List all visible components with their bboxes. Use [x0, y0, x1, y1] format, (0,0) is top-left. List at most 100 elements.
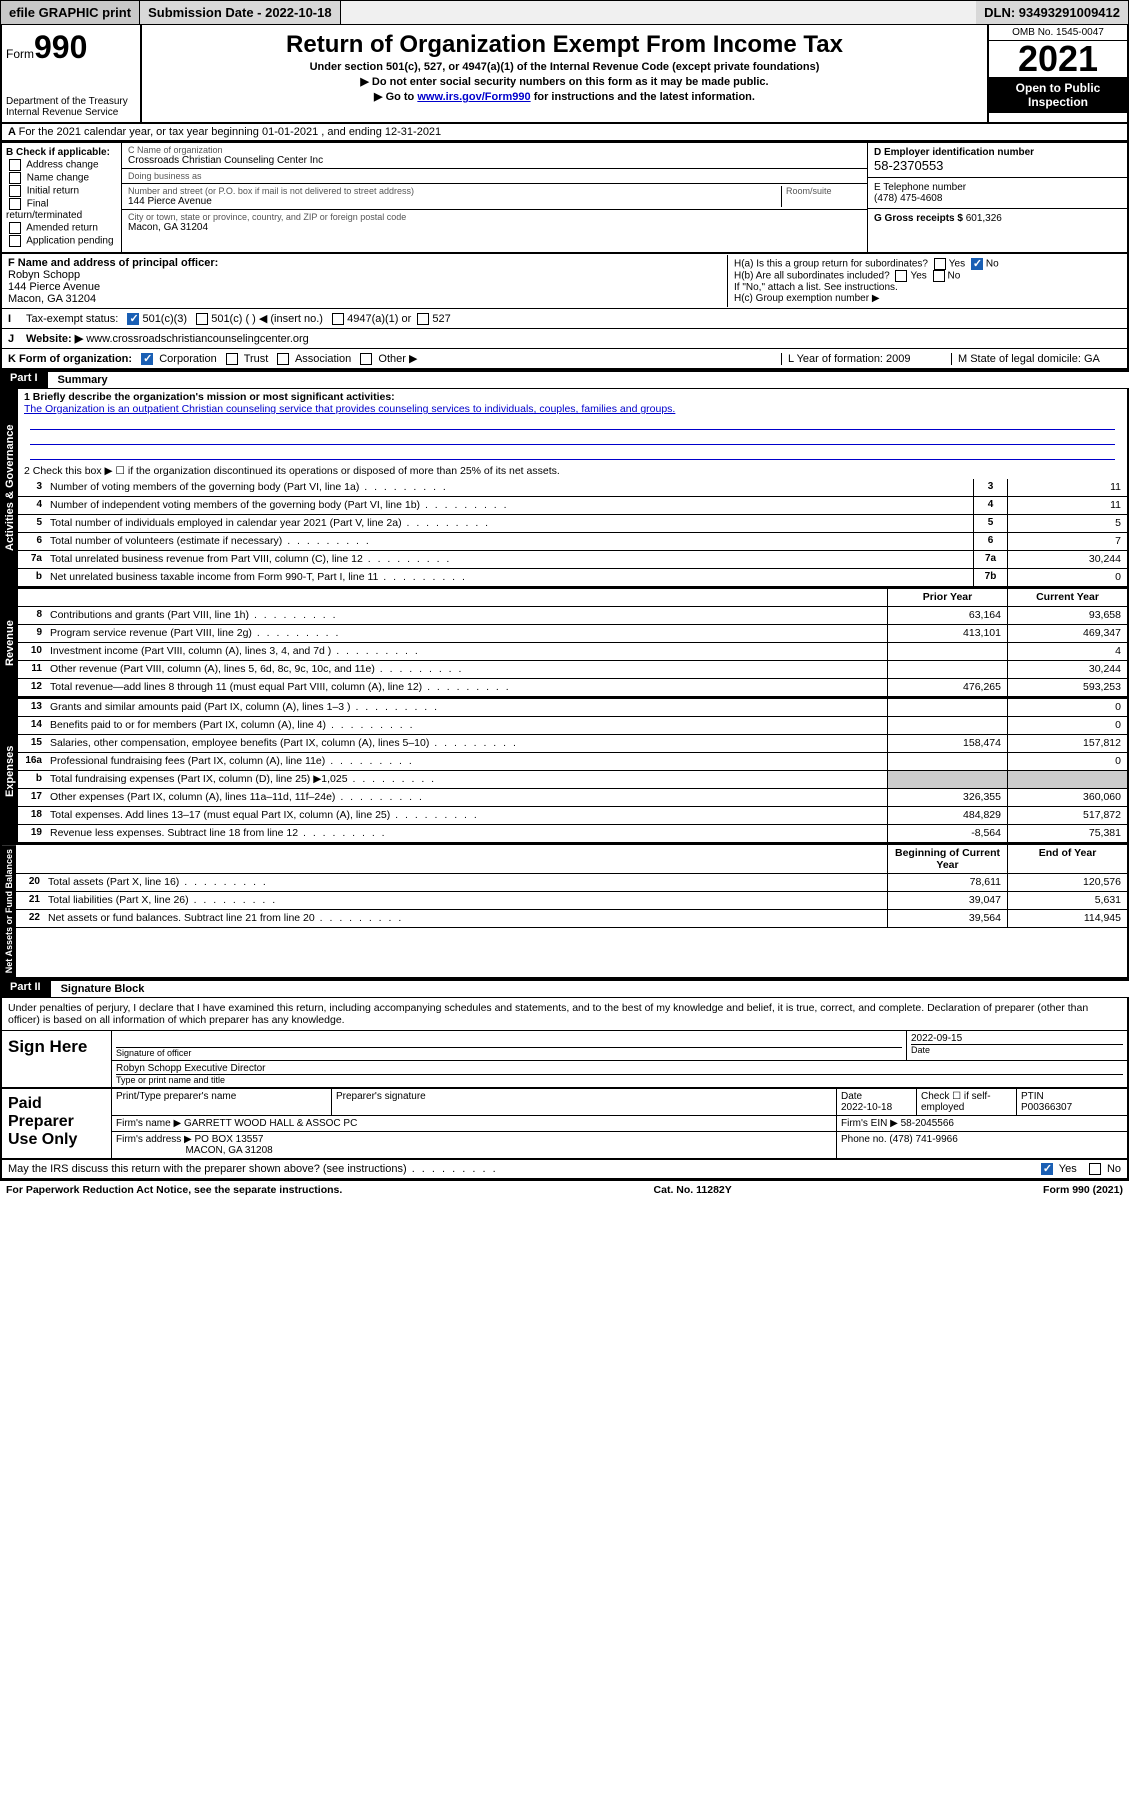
irs-discuss-question: May the IRS discuss this return with the…	[8, 1163, 498, 1175]
table-row: 21Total liabilities (Part X, line 26)39,…	[16, 892, 1127, 910]
ha-no-checkbox[interactable]	[971, 258, 983, 270]
form-title-block: Return of Organization Exempt From Incom…	[142, 25, 987, 122]
prep-date: 2022-10-18	[841, 1102, 892, 1113]
net-header-row: Beginning of Current Year End of Year	[16, 845, 1127, 874]
chk-label: Name change	[27, 173, 89, 184]
firm-addr1: PO BOX 13557	[195, 1134, 264, 1145]
box-c: C Name of organization Crossroads Christ…	[122, 143, 867, 252]
row-value: 11	[1007, 479, 1127, 496]
opt-4947: 4947(a)(1) or	[347, 313, 411, 325]
chk-application-pending[interactable]: Application pending	[6, 235, 117, 247]
hb-yes-label: Yes	[910, 271, 926, 282]
row-num: 21	[16, 892, 44, 909]
row-box: 6	[973, 533, 1007, 550]
printed-name-label: Type or print name and title	[116, 1074, 1123, 1085]
box-f: F Name and address of principal officer:…	[2, 254, 727, 308]
row-current: 593,253	[1007, 679, 1127, 696]
row-prior: -8,564	[887, 825, 1007, 842]
preparer-sig-header: Preparer's signature	[332, 1089, 837, 1115]
row-box: 7b	[973, 569, 1007, 586]
box-e: E Telephone number (478) 475-4608	[868, 178, 1127, 209]
chk-527[interactable]	[417, 313, 429, 325]
paid-preparer-block: Paid Preparer Use Only Print/Type prepar…	[0, 1089, 1129, 1160]
row-num: 4	[18, 497, 46, 514]
part-2-header: Part II Signature Block	[0, 979, 1129, 998]
officer-addr1: 144 Pierce Avenue	[8, 281, 100, 293]
chk-final-return[interactable]: Final return/terminated	[6, 198, 117, 221]
row-desc: Total unrelated business revenue from Pa…	[46, 551, 973, 568]
hb-text: H(b) Are all subordinates included?	[734, 271, 890, 282]
irs-discuss-yes-checkbox[interactable]	[1041, 1163, 1053, 1175]
ha-yes-label: Yes	[949, 259, 965, 270]
row-prior: 413,101	[887, 625, 1007, 642]
chk-501c3[interactable]	[127, 313, 139, 325]
row-num: 19	[18, 825, 46, 842]
mission-text-link[interactable]: The Organization is an outpatient Christ…	[24, 403, 675, 415]
firm-phone: (478) 741-9966	[889, 1134, 957, 1145]
chk-4947[interactable]	[332, 313, 344, 325]
hb-no-checkbox[interactable]	[933, 270, 945, 282]
officer-name: Robyn Schopp	[8, 269, 80, 281]
chk-501c[interactable]	[196, 313, 208, 325]
irs-link[interactable]: www.irs.gov/Form990	[417, 91, 530, 103]
submission-date: Submission Date - 2022-10-18	[140, 1, 341, 24]
irs-discuss-no-checkbox[interactable]	[1089, 1163, 1101, 1175]
row-value: 7	[1007, 533, 1127, 550]
current-year-header: Current Year	[1007, 589, 1127, 606]
row-num: 12	[18, 679, 46, 696]
line-i: I Tax-exempt status: 501(c)(3) 501(c) ( …	[0, 309, 1129, 329]
line-k: K Form of organization: Corporation Trus…	[8, 352, 781, 365]
form-org-label: K Form of organization:	[8, 353, 132, 365]
box-h: H(a) Is this a group return for subordin…	[727, 255, 1127, 307]
part-1-number: Part I	[0, 370, 48, 389]
dln: DLN: 93493291009412	[976, 1, 1128, 24]
row-prior	[887, 717, 1007, 734]
end-year-header: End of Year	[1007, 845, 1127, 873]
hb-yes-checkbox[interactable]	[895, 270, 907, 282]
row-prior: 78,611	[887, 874, 1007, 891]
efile-print-button[interactable]: efile GRAPHIC print	[1, 1, 140, 24]
website-label: Website: ▶	[26, 332, 83, 345]
chk-trust[interactable]	[226, 353, 238, 365]
box-fh-row: F Name and address of principal officer:…	[0, 254, 1129, 309]
chk-other[interactable]	[360, 353, 372, 365]
table-row: 22Net assets or fund balances. Subtract …	[16, 910, 1127, 928]
table-row: 5Total number of individuals employed in…	[18, 515, 1127, 533]
box-hc: H(c) Group exemption number ▶	[734, 293, 1121, 304]
table-row: 10Investment income (Part VIII, column (…	[18, 643, 1127, 661]
row-box: 7a	[973, 551, 1007, 568]
row-desc: Net assets or fund balances. Subtract li…	[44, 910, 887, 927]
ha-yes-checkbox[interactable]	[934, 258, 946, 270]
row-num: 22	[16, 910, 44, 927]
table-row: 13Grants and similar amounts paid (Part …	[18, 699, 1127, 717]
part-2-title: Signature Block	[51, 979, 1129, 998]
irs-yes-label: Yes	[1059, 1163, 1077, 1175]
row-desc: Program service revenue (Part VIII, line…	[46, 625, 887, 642]
header-boxes: B Check if applicable: Address change Na…	[0, 143, 1129, 254]
expenses-grid: Expenses 13Grants and similar amounts pa…	[0, 697, 1129, 843]
chk-label: Amended return	[26, 223, 98, 234]
chk-corporation[interactable]	[141, 353, 153, 365]
row-prior: 39,564	[887, 910, 1007, 927]
net-assets-grid: Net Assets or Fund Balances Beginning of…	[0, 843, 1129, 979]
line-m: M State of legal domicile: GA	[951, 353, 1121, 365]
chk-association[interactable]	[277, 353, 289, 365]
tax-exempt-label: Tax-exempt status:	[26, 313, 118, 325]
note2-post: for instructions and the latest informat…	[531, 91, 755, 103]
chk-address-change[interactable]: Address change	[6, 159, 117, 171]
chk-amended-return[interactable]: Amended return	[6, 222, 117, 234]
opt-corporation: Corporation	[159, 353, 216, 365]
form-subtitle: Under section 501(c), 527, or 4947(a)(1)…	[150, 61, 979, 73]
chk-name-change[interactable]: Name change	[6, 172, 117, 184]
ein-label: D Employer identification number	[874, 147, 1034, 158]
box-d: D Employer identification number 58-2370…	[868, 143, 1127, 178]
row-desc: Grants and similar amounts paid (Part IX…	[46, 699, 887, 716]
part-1-header: Part I Summary	[0, 370, 1129, 389]
paid-preparer-label: Paid Preparer Use Only	[2, 1089, 112, 1158]
phone-label: E Telephone number	[874, 182, 966, 193]
sign-here-label: Sign Here	[2, 1031, 112, 1087]
ptin-label: PTIN	[1021, 1091, 1044, 1102]
chk-initial-return[interactable]: Initial return	[6, 185, 117, 197]
sign-date: 2022-09-15	[911, 1033, 1123, 1044]
box-hb-note: If "No," attach a list. See instructions…	[734, 282, 1121, 293]
